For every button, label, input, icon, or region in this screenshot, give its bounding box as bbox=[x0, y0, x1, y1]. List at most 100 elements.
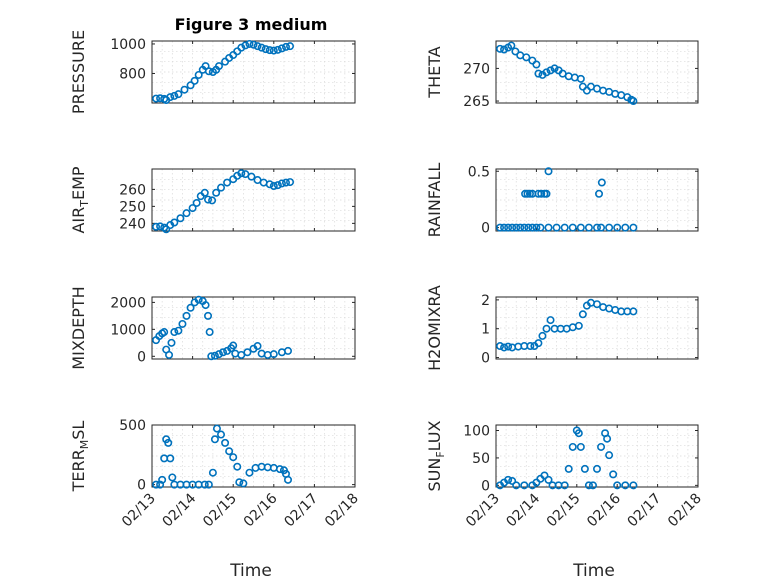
data-point bbox=[542, 189, 551, 198]
data-point bbox=[277, 179, 286, 188]
y-axis-label-main: RAINFALL bbox=[425, 163, 444, 238]
data-point bbox=[528, 56, 537, 65]
data-point bbox=[186, 303, 195, 312]
data-point bbox=[500, 45, 509, 54]
data-point bbox=[170, 328, 179, 337]
data-point bbox=[576, 442, 585, 451]
data-point bbox=[605, 223, 614, 232]
data-point bbox=[182, 311, 191, 320]
data-point bbox=[200, 188, 209, 197]
data-point bbox=[540, 471, 549, 480]
y-axis-label: RAINFALL bbox=[425, 163, 444, 238]
y-tick-label: 0 bbox=[481, 221, 490, 237]
data-point bbox=[265, 180, 274, 189]
data-point bbox=[245, 468, 254, 477]
data-point bbox=[180, 85, 189, 94]
data-point bbox=[511, 47, 520, 56]
data-point bbox=[523, 189, 532, 198]
data-point bbox=[584, 223, 593, 232]
data-point bbox=[275, 465, 284, 474]
data-point bbox=[168, 473, 177, 482]
y-axis-label: H2OMIXRA bbox=[425, 285, 444, 371]
axes-frame bbox=[495, 40, 699, 104]
y-tick-label: 0 bbox=[137, 478, 146, 494]
data-point bbox=[629, 307, 638, 316]
data-point bbox=[152, 222, 161, 231]
data-point bbox=[243, 348, 252, 357]
data-point bbox=[269, 46, 278, 55]
data-point bbox=[229, 453, 238, 462]
data-point bbox=[233, 462, 242, 471]
data-point bbox=[621, 223, 630, 232]
x-tick-label: 02/18 bbox=[322, 491, 362, 531]
data-point bbox=[522, 53, 531, 62]
data-point bbox=[544, 223, 553, 232]
data-point bbox=[269, 350, 278, 359]
data-point bbox=[265, 46, 274, 55]
data-point bbox=[580, 464, 589, 473]
data-point bbox=[496, 44, 505, 53]
data-point bbox=[629, 481, 638, 490]
data-point bbox=[186, 81, 195, 90]
y-tick-label: 2 bbox=[481, 293, 490, 309]
data-point bbox=[516, 223, 525, 232]
y-axis-label-main: PRESSURE bbox=[69, 30, 88, 114]
data-point bbox=[178, 319, 187, 328]
data-point bbox=[592, 300, 601, 309]
data-point bbox=[536, 223, 545, 232]
y-axis-label-subscript: F bbox=[434, 451, 447, 457]
data-point bbox=[512, 481, 521, 490]
data-point bbox=[247, 172, 256, 181]
data-point bbox=[212, 188, 221, 197]
y-tick-label: 0 bbox=[137, 349, 146, 365]
x-tick-label: 02/18 bbox=[665, 491, 705, 531]
data-point bbox=[221, 438, 230, 447]
data-point bbox=[629, 223, 638, 232]
data-point bbox=[165, 350, 174, 359]
data-point bbox=[613, 481, 622, 490]
subplot-sun_flux: 0 50 100 02/13 02/14 02/15 02/16 02/17 02/18 SUNF… bbox=[425, 420, 705, 530]
data-point bbox=[496, 223, 505, 232]
data-point bbox=[182, 209, 191, 218]
x-tick-label: 02/17 bbox=[281, 491, 321, 531]
data-point bbox=[524, 223, 533, 232]
data-point bbox=[257, 43, 266, 52]
data-point bbox=[174, 326, 183, 335]
data-point bbox=[550, 64, 559, 73]
subplot-terr_msl: 0 500 02/13 02/14 02/15 02/16 02/17 02/18 TERRMS… bbox=[69, 418, 362, 530]
data-point bbox=[528, 223, 537, 232]
data-point bbox=[152, 480, 161, 489]
data-point bbox=[176, 214, 185, 223]
data-point bbox=[204, 195, 213, 204]
y-tick-label: 250 bbox=[119, 199, 146, 215]
data-point bbox=[286, 178, 295, 187]
data-point bbox=[504, 342, 513, 351]
y-tick-label: 0 bbox=[481, 351, 490, 367]
data-point bbox=[621, 481, 630, 490]
data-point bbox=[192, 198, 201, 207]
axes-frame bbox=[151, 296, 356, 360]
y-tick-label: 260 bbox=[119, 182, 146, 198]
data-point bbox=[568, 223, 577, 232]
data-point bbox=[544, 167, 553, 176]
y-axis-label: TERRMSL bbox=[69, 421, 91, 493]
data-point bbox=[496, 342, 505, 351]
y-axis-label: SUNFLUX bbox=[425, 420, 447, 491]
y-axis-label-subscript: M bbox=[78, 440, 91, 450]
data-point bbox=[204, 480, 213, 489]
data-point bbox=[207, 352, 216, 361]
data-point bbox=[214, 62, 223, 71]
data-point bbox=[582, 86, 591, 95]
data-point bbox=[212, 424, 221, 433]
x-tick-label: 02/14 bbox=[503, 490, 543, 530]
data-point bbox=[508, 223, 517, 232]
data-point bbox=[217, 430, 226, 439]
y-tick-label: 265 bbox=[463, 94, 490, 110]
y-axis-label-main: AIR bbox=[69, 207, 88, 234]
data-point bbox=[241, 41, 250, 50]
data-point bbox=[277, 44, 286, 53]
x-tick-label: 02/13 bbox=[119, 491, 159, 531]
y-axis-label-main: SUN bbox=[425, 458, 444, 492]
data-point bbox=[534, 339, 543, 348]
